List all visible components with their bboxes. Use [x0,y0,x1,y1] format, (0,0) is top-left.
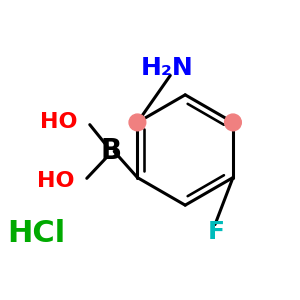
Text: H₂N: H₂N [141,56,194,80]
Text: B: B [100,137,121,166]
Text: HO: HO [40,112,78,132]
Circle shape [129,114,146,131]
Text: F: F [208,220,225,244]
Text: HO: HO [38,171,75,191]
Circle shape [225,114,241,131]
Text: HCl: HCl [7,219,65,248]
